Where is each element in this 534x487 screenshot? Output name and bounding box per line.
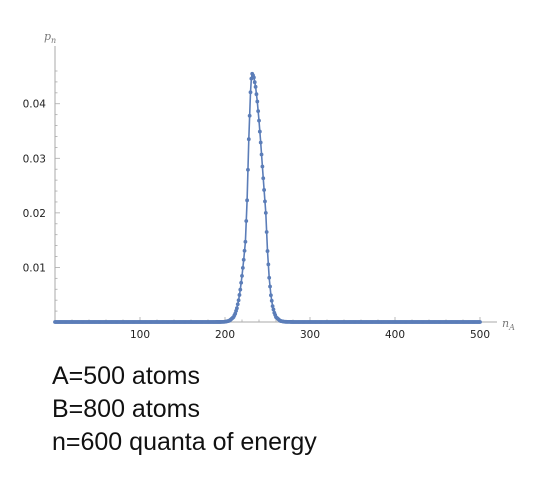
data-point — [235, 302, 240, 307]
ticks: 100 200 300 400 500 0.01 0.02 0.03 0.04 — [23, 70, 490, 341]
y-tick-label: 0.02 — [23, 208, 46, 220]
data-point — [235, 306, 239, 311]
data-point — [254, 92, 259, 97]
annotation-atoms-a: A=500 atoms — [52, 362, 201, 390]
data-point — [252, 80, 257, 85]
data-point — [241, 257, 246, 262]
x-tick-label: 500 — [470, 329, 490, 341]
data-point — [266, 262, 271, 267]
data-point — [239, 280, 244, 285]
data-point — [263, 210, 268, 215]
data-point — [264, 230, 269, 234]
x-axis-title: nA — [502, 317, 515, 332]
series-line — [55, 72, 480, 323]
chart: 100 200 300 400 500 0.01 0.02 0.03 0.04 pn nA — [23, 30, 515, 341]
data-point — [252, 75, 256, 80]
y-axis-title: pn — [44, 30, 56, 45]
data-point — [256, 109, 261, 114]
data-point — [257, 118, 261, 123]
y-tick-label: 0.04 — [23, 99, 47, 111]
data-point — [269, 293, 273, 298]
x-tick-label: 200 — [215, 329, 235, 341]
x-tick-label: 300 — [300, 329, 320, 341]
data-point — [243, 239, 248, 244]
data-point — [238, 287, 243, 292]
data-point — [259, 152, 264, 157]
data-point — [240, 273, 244, 278]
data-point — [255, 99, 260, 104]
data-point — [269, 298, 274, 303]
data-point — [267, 275, 272, 280]
data-point — [240, 265, 245, 270]
data-point — [242, 248, 247, 253]
data-point — [478, 320, 482, 324]
data-point — [247, 113, 252, 118]
data-point — [253, 84, 258, 89]
data-point — [270, 304, 275, 309]
data-point — [260, 164, 265, 169]
data-point — [265, 249, 270, 253]
x-tick-label: 100 — [130, 329, 150, 341]
data-point — [268, 284, 272, 289]
data-point — [263, 199, 267, 204]
data-point — [246, 167, 250, 172]
data-point — [262, 188, 266, 192]
annotation-quanta: n=600 quanta of energy — [52, 428, 317, 456]
data-point — [258, 140, 263, 145]
data-series — [53, 71, 482, 324]
data-point — [248, 90, 253, 95]
data-point — [245, 198, 250, 203]
axes — [54, 46, 497, 323]
data-point — [244, 219, 249, 223]
data-point — [261, 176, 266, 181]
y-tick-label: 0.03 — [23, 153, 46, 165]
data-point — [246, 137, 251, 142]
y-tick-label: 0.01 — [23, 262, 46, 274]
annotation-atoms-b: B=800 atoms — [52, 395, 201, 423]
x-tick-label: 400 — [385, 329, 405, 341]
data-point — [271, 307, 276, 312]
data-point — [257, 129, 262, 134]
annotation-block: A=500 atoms B=800 atoms n=600 quanta of … — [52, 360, 317, 459]
data-point — [237, 293, 242, 297]
data-point — [236, 298, 241, 303]
